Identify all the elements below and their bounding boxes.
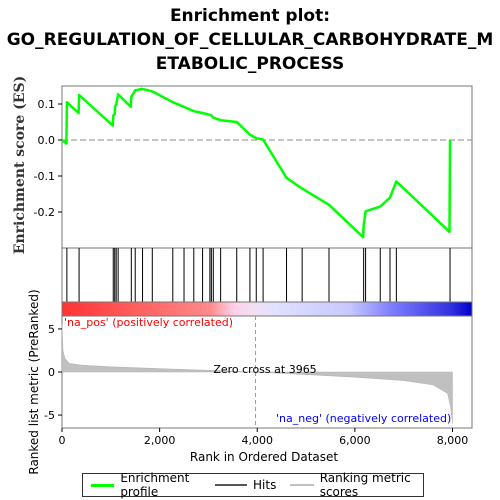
x-tick-label: 2,000 xyxy=(144,434,176,447)
hits-frame xyxy=(61,247,473,303)
metric-y-tick-label: 0 xyxy=(48,366,55,379)
x-tick-label: 6,000 xyxy=(339,434,371,447)
chart-title-line-1: Enrichment plot: xyxy=(169,6,331,26)
rank-heat-gradient xyxy=(61,301,473,317)
es-y-tick-label: -0.2 xyxy=(34,206,55,219)
legend-swatch-enrichment xyxy=(91,483,115,487)
rank-heat-bar xyxy=(61,301,473,317)
zero-cross-label: Zero cross at 3965 xyxy=(213,363,316,376)
pos-correlated-label: 'na_pos' (positively correlated) xyxy=(64,316,233,329)
x-tick-label: 8,000 xyxy=(437,434,469,447)
es-plot-frame xyxy=(61,85,473,249)
legend-label-hits: Hits xyxy=(253,478,277,492)
legend-item-enrichment: Enrichment profile xyxy=(91,471,201,499)
es-y-tick-label: 0.1 xyxy=(38,98,56,111)
chart-title-line-3: ETABOLIC_PROCESS xyxy=(155,54,345,74)
metric-y-tick-label: -5 xyxy=(44,409,55,422)
chart-title-line-2: GO_REGULATION_OF_CELLULAR_CARBOHYDRATE_M xyxy=(6,30,494,50)
legend-item-metric: Ranking metric scores xyxy=(290,471,417,499)
legend: Enrichment profile Hits Ranking metric s… xyxy=(82,471,424,499)
x-axis: 0 2,000 4,000 6,000 8,000 xyxy=(59,428,469,447)
legend-swatch-metric xyxy=(290,484,314,486)
metric-panel: 5 0 -5 xyxy=(44,315,473,429)
es-panel: 0.1 0.0 -0.1 -0.2 xyxy=(34,85,473,249)
x-axis-label: Rank in Ordered Dataset xyxy=(190,450,338,464)
neg-correlated-label: 'na_neg' (negatively correlated) xyxy=(276,412,451,425)
legend-swatch-hits xyxy=(215,484,247,486)
x-tick-label: 0 xyxy=(59,434,66,447)
metric-y-axis-label: Ranked list metric (PreRanked) xyxy=(27,289,41,474)
legend-label-metric: Ranking metric scores xyxy=(319,471,411,499)
hits-panel xyxy=(61,247,473,303)
legend-label-enrichment: Enrichment profile xyxy=(120,471,190,499)
x-tick-label: 4,000 xyxy=(241,434,273,447)
es-y-axis-label: Enrichment score (ES) xyxy=(12,76,28,254)
metric-y-tick-label: 5 xyxy=(48,323,55,336)
es-y-tick-label: 0.0 xyxy=(38,134,56,147)
enrichment-profile-line xyxy=(61,87,452,239)
legend-item-hits: Hits xyxy=(215,478,276,492)
es-y-tick-label: -0.1 xyxy=(34,170,55,183)
